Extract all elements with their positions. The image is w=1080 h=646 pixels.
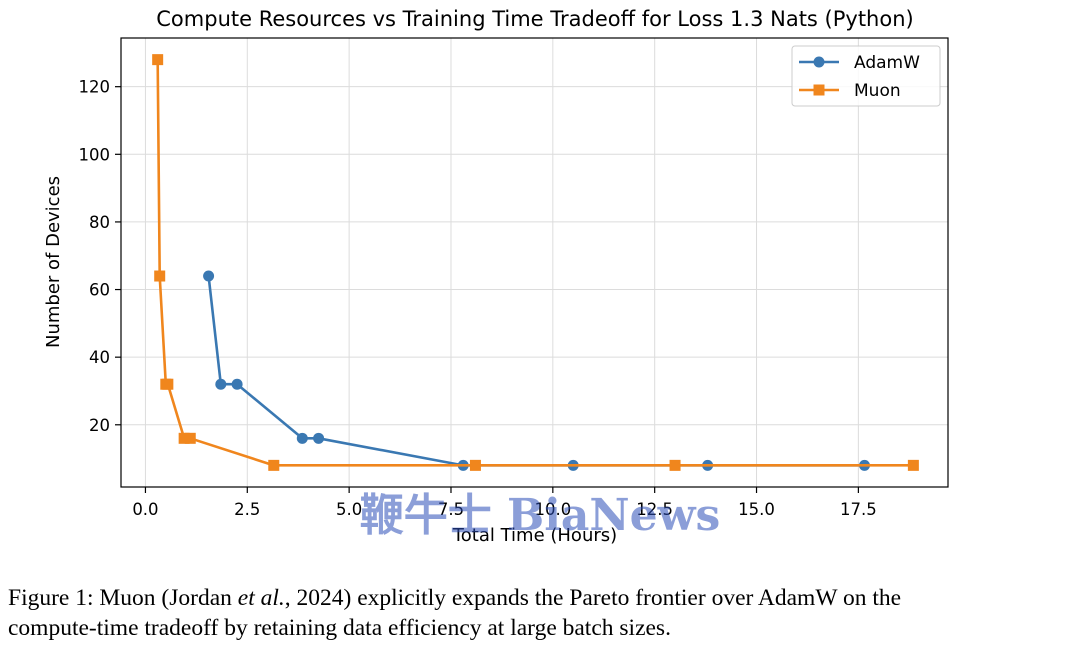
muon-point: [184, 432, 196, 444]
series-layer: [152, 54, 919, 471]
chart-title: Compute Resources vs Training Time Trade…: [156, 7, 913, 31]
x-tick-label: 10.0: [534, 500, 571, 519]
caption-etal: et al.: [237, 585, 285, 611]
muon-point: [669, 459, 681, 471]
y-tick-label: 20: [89, 416, 110, 435]
legend-label-adamw: AdamW: [854, 53, 920, 73]
muon-point: [178, 432, 190, 444]
caption-prefix: Figure 1: Muon (Jordan: [8, 585, 238, 611]
watermark: 鞭牛士 BiaNews: [360, 490, 721, 541]
adamw-point: [313, 432, 325, 444]
x-tick-label: 5.0: [336, 500, 362, 519]
legend-marker-muon: [813, 84, 825, 96]
adamw-point: [296, 432, 308, 444]
muon-point: [152, 54, 164, 66]
legend: AdamW Muon: [791, 45, 941, 107]
y-axis-ticks: 20 40 60 80 100 120: [79, 78, 121, 435]
x-tick-label: 2.5: [234, 500, 260, 519]
chart: Compute Resources vs Training Time Trade…: [43, 7, 949, 546]
muon-point: [469, 459, 481, 471]
muon-line: [156, 59, 914, 467]
muon-point: [154, 270, 166, 282]
x-tick-label: 12.5: [636, 500, 673, 519]
adamw-point: [231, 378, 243, 390]
adamw-series: [203, 270, 870, 471]
x-axis-label: Total Time (Hours): [452, 525, 617, 546]
x-tick-label: 7.5: [438, 500, 464, 519]
legend-label-muon: Muon: [854, 81, 901, 101]
y-tick-label: 120: [79, 78, 111, 97]
plot-frame: [120, 37, 949, 488]
y-tick-label: 80: [89, 213, 110, 232]
y-tick-label: 100: [79, 145, 111, 164]
adamw-point: [215, 378, 227, 390]
y-tick-label: 40: [89, 348, 110, 367]
x-tick-label: 0.0: [132, 500, 158, 519]
muon-point: [162, 378, 174, 390]
legend-marker-adamw: [813, 56, 825, 68]
adamw-point: [203, 270, 215, 282]
y-axis-label: Number of Devices: [43, 176, 64, 348]
caption-line2: compute-time tradeoff by retaining data …: [8, 615, 671, 641]
x-tick-label: 15.0: [738, 500, 775, 519]
x-axis-ticks: 0.0 2.5 5.0 7.5 10.0 12.5 15.0 17.5: [132, 487, 877, 519]
x-tick-label: 17.5: [840, 500, 877, 519]
y-tick-label: 60: [89, 281, 110, 300]
muon-point: [907, 459, 919, 471]
muon-point: [268, 459, 280, 471]
muon-series: [152, 54, 919, 471]
caption-line1-rest: , 2024) explicitly expands the Pareto fr…: [284, 585, 902, 611]
figure-caption: Figure 1: Muon (Jordan et al., 2024) exp…: [8, 583, 1076, 643]
